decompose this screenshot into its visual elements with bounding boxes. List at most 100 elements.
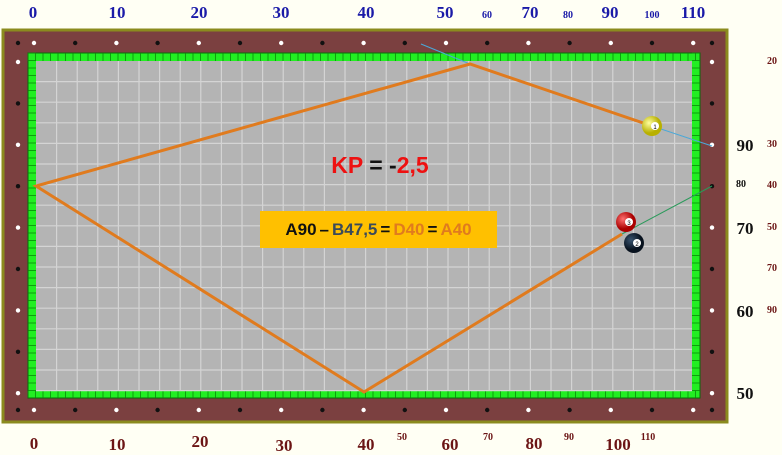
scale-label: 50 [736,384,754,403]
diamond [15,225,21,230]
scale-label: 0 [28,3,38,22]
scale-label: 50 [397,432,407,443]
scale-label: 100 [605,435,631,454]
diamond [649,40,655,46]
formula-a: A90 [285,219,317,239]
scale-label: 30 [767,139,777,150]
diamond [15,101,21,106]
diamond [402,407,407,413]
diamond [15,308,21,313]
diamond [361,407,366,413]
scale-label: 90 [736,136,754,155]
scale-label: 10 [108,435,126,454]
scale-label: 70 [767,263,777,274]
diamond [114,40,119,46]
scale-label: 50 [436,3,454,22]
kp-minus: - [389,152,397,178]
scale-label: 30 [272,3,290,22]
diamond [608,40,613,46]
kp-equals: = [362,152,390,178]
diamond [709,59,715,65]
diamond [709,225,715,230]
diamond [526,407,531,413]
system-formula: A90 – B47,5 = D40 = A40 [260,211,497,248]
kp-value: KP = -2,5 [331,152,428,179]
ball-number: 2 [635,242,639,248]
ball-path [32,62,653,394]
scale-label: 60 [482,10,492,21]
scale-label: 60 [736,302,754,321]
scale-label: 20 [190,3,208,22]
diamond [361,40,366,46]
aim-line-cue [651,125,713,147]
diamond [15,142,21,147]
corner-diamond [15,407,21,413]
scale-label: 30 [275,436,293,455]
diamond [31,40,37,46]
diamond [567,407,572,413]
formula-b: B47,5 [332,219,378,239]
scale-label: 40 [767,180,777,191]
diamond [73,407,78,413]
aim-line-top [420,43,471,65]
diamond [709,349,715,354]
formula-eq1: = [380,219,391,239]
scale-label: 60 [441,435,459,454]
formula-a2: A40 [440,219,472,239]
diamond [15,184,21,189]
diamond [15,349,21,354]
diamond [691,407,696,413]
diamond [320,40,325,46]
scale-label: 70 [521,3,539,22]
diamond [196,40,201,46]
ball-2-dark[interactable]: 2 [624,233,644,253]
scale-label: 110 [640,432,656,443]
formula-dash: – [319,219,330,239]
scale-label: 80 [525,434,543,453]
diamond [279,407,284,413]
aim-line-finish [621,185,713,235]
diamond [114,407,119,413]
diamond [709,101,715,106]
diamond [691,40,696,46]
diamond [31,407,37,413]
diamond [443,40,449,46]
scale-label: 0 [29,434,39,453]
rail-diamonds [15,40,715,413]
formula-d: D40 [393,219,425,239]
scale-label: 80 [563,10,573,21]
corner-diamond [15,40,21,46]
diamond [709,308,715,313]
diamond [649,407,655,413]
scale-label: 100 [644,10,660,21]
diamond [237,407,243,413]
diamond [567,40,572,46]
scale-label: 40 [357,3,375,22]
kp-label: KP [331,152,363,178]
diamond [443,407,449,413]
ball-1-yellow[interactable]: 1 [642,116,662,136]
diamond [526,40,531,46]
diamond [73,40,78,46]
ball-number: 1 [653,125,657,131]
diamond [709,266,715,272]
diamond [15,266,21,272]
diamond [320,407,325,413]
formula-eq2: = [427,219,438,239]
scale-label: 90 [601,3,619,22]
diamond [237,40,243,46]
scale-label: 90 [767,305,777,316]
diamond [485,40,490,46]
ball-3-red[interactable]: 3 [616,212,636,232]
scale-label: 110 [680,3,706,22]
diamond [15,59,21,65]
scale-label: 70 [483,432,493,443]
diamond [709,142,715,147]
corner-diamond [709,407,715,413]
diamond [15,391,21,396]
scale-label: 90 [564,432,574,443]
scale-label: 10 [108,3,126,22]
diamond [155,407,160,413]
diamond [402,40,407,46]
scale-label: 40 [357,435,375,454]
